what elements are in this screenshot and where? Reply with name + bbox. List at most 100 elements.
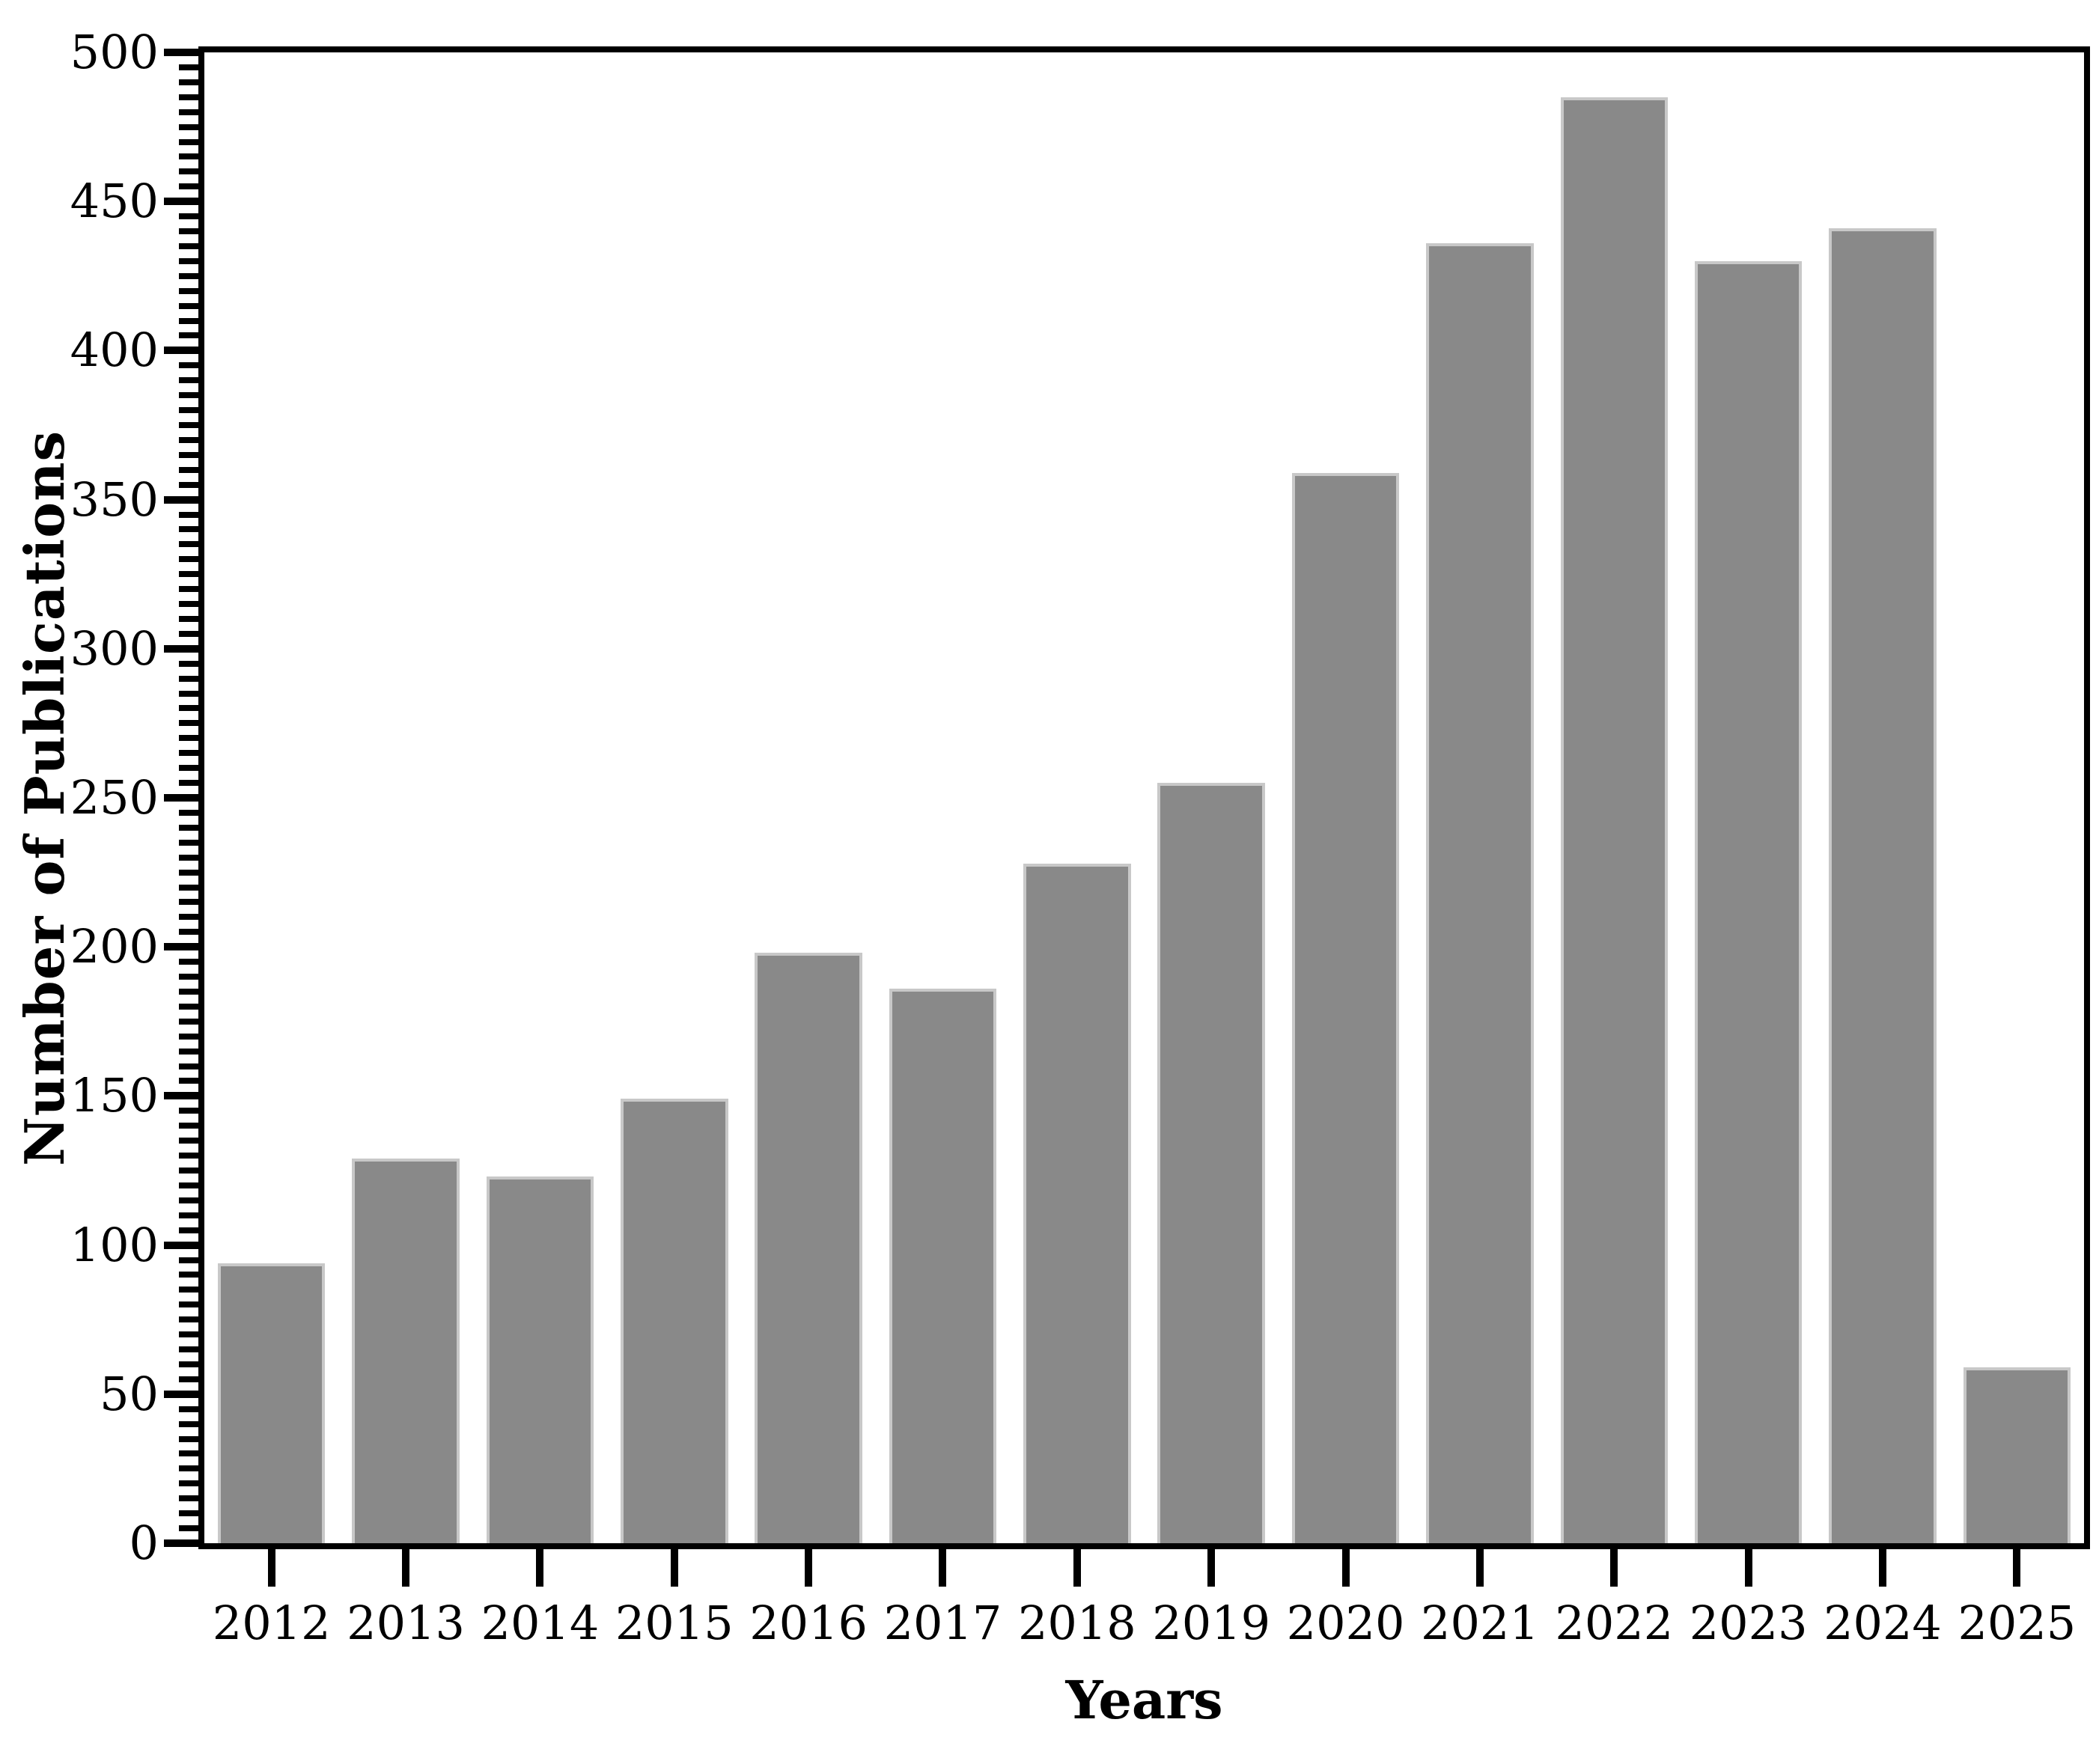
y-minor-tick: [179, 1465, 198, 1472]
y-minor-tick: [179, 407, 198, 414]
y-minor-tick: [179, 899, 198, 906]
y-tick-label: 450: [70, 174, 159, 229]
y-major-tick: [164, 495, 198, 504]
y-minor-tick: [179, 780, 198, 787]
y-major-tick: [164, 198, 198, 206]
x-major-tick: [267, 1549, 275, 1587]
y-minor-tick: [179, 690, 198, 697]
x-tick-label: 2019: [1152, 1596, 1271, 1650]
y-tick-label: 50: [100, 1366, 159, 1421]
y-minor-tick: [179, 302, 198, 309]
y-axis-tick-labels: 0 50 100 150 200 250 300 350 400 450 500: [0, 29, 159, 1566]
x-tick-slot: 2024: [1815, 1549, 1949, 1646]
bar-2017: [889, 988, 997, 1543]
x-tick-label: 2017: [883, 1596, 1002, 1650]
y-minor-tick: [179, 1287, 198, 1293]
y-minor-tick: [179, 750, 198, 757]
y-minor-tick: [179, 705, 198, 712]
bar-2023: [1694, 260, 1803, 1543]
bar-slot-2022: [1547, 52, 1681, 1543]
y-minor-tick: [179, 988, 198, 995]
y-minor-tick: [179, 466, 198, 473]
y-minor-tick: [179, 526, 198, 533]
y-minor-tick: [179, 1480, 198, 1487]
x-tick-slot: 2020: [1279, 1549, 1413, 1646]
y-minor-tick: [179, 1361, 198, 1367]
y-minor-tick: [179, 1450, 198, 1457]
x-tick-label: 2021: [1421, 1596, 1539, 1650]
y-minor-tick: [179, 1376, 198, 1382]
y-minor-tick: [179, 1182, 198, 1188]
x-tick-label: 2023: [1689, 1596, 1808, 1650]
y-minor-tick: [179, 94, 198, 100]
y-minor-tick: [179, 228, 198, 235]
y-tick-label: 400: [70, 323, 159, 378]
y-minor-tick: [179, 109, 198, 115]
bar-2019: [1157, 783, 1265, 1543]
y-minor-tick: [179, 451, 198, 458]
y-minor-tick: [179, 79, 198, 85]
bar-slot-2015: [607, 52, 741, 1543]
y-minor-tick: [179, 1257, 198, 1263]
y-minor-tick: [179, 1108, 198, 1114]
x-tick-label: 2018: [1017, 1596, 1136, 1650]
x-major-tick: [1341, 1549, 1350, 1587]
y-minor-tick: [179, 123, 198, 130]
y-tick-label: 0: [129, 1516, 159, 1570]
y-minor-tick: [179, 1033, 198, 1040]
bar-slot-2014: [473, 52, 607, 1543]
x-tick-slot: 2023: [1681, 1549, 1815, 1646]
y-minor-tick: [179, 1331, 198, 1338]
x-tick-slot: 2019: [1145, 1549, 1279, 1646]
x-tick-slot: 2021: [1413, 1549, 1547, 1646]
y-major-tick: [164, 1092, 198, 1100]
y-minor-tick: [179, 974, 198, 980]
y-minor-tick: [179, 601, 198, 608]
x-tick-label: 2025: [1958, 1596, 2077, 1650]
bar-2025: [1963, 1367, 2071, 1543]
y-minor-tick: [179, 1301, 198, 1308]
y-minor-tick: [179, 511, 198, 518]
y-minor-tick: [179, 1406, 198, 1412]
y-minor-tick: [179, 556, 198, 563]
bars-container: [204, 52, 2084, 1543]
x-major-tick: [805, 1549, 813, 1587]
y-minor-tick: [179, 1495, 198, 1502]
x-axis-ticks: 2012 2013 2014 2015 2016 2017 2018 2019 2020 2021…: [204, 1549, 2084, 1646]
y-minor-tick: [179, 272, 198, 279]
y-minor-tick: [179, 839, 198, 846]
x-major-tick: [670, 1549, 678, 1587]
y-tick-label: 250: [70, 770, 159, 825]
bar-slot-2012: [204, 52, 338, 1543]
bar-slot-2013: [338, 52, 472, 1543]
x-tick-label: 2012: [212, 1596, 331, 1650]
y-minor-tick: [179, 392, 198, 399]
y-minor-tick: [179, 1048, 198, 1055]
x-major-tick: [402, 1549, 410, 1587]
y-minor-tick: [179, 317, 198, 324]
y-minor-tick: [179, 929, 198, 936]
x-major-tick: [1475, 1549, 1484, 1587]
x-tick-slot: 2025: [1950, 1549, 2084, 1646]
y-minor-tick: [179, 884, 198, 891]
bar-slot-2020: [1279, 52, 1413, 1543]
y-minor-tick: [179, 1078, 198, 1084]
y-minor-tick: [179, 854, 198, 861]
bar-2016: [755, 953, 862, 1543]
x-tick-label: 2020: [1286, 1596, 1405, 1650]
y-minor-tick: [179, 1227, 198, 1233]
y-major-tick: [164, 1241, 198, 1249]
x-tick-slot: 2022: [1547, 1549, 1681, 1646]
x-tick-label: 2022: [1555, 1596, 1674, 1650]
y-minor-tick: [179, 1063, 198, 1069]
y-minor-tick: [179, 959, 198, 965]
y-minor-tick: [179, 1153, 198, 1159]
y-tick-label: 100: [70, 1217, 159, 1272]
bar-2024: [1829, 228, 1937, 1543]
bar-2021: [1426, 242, 1534, 1543]
bar-slot-2021: [1413, 52, 1547, 1543]
x-major-tick: [1207, 1549, 1216, 1587]
y-minor-tick: [179, 720, 198, 727]
y-minor-tick: [179, 287, 198, 294]
y-minor-tick: [179, 422, 198, 428]
